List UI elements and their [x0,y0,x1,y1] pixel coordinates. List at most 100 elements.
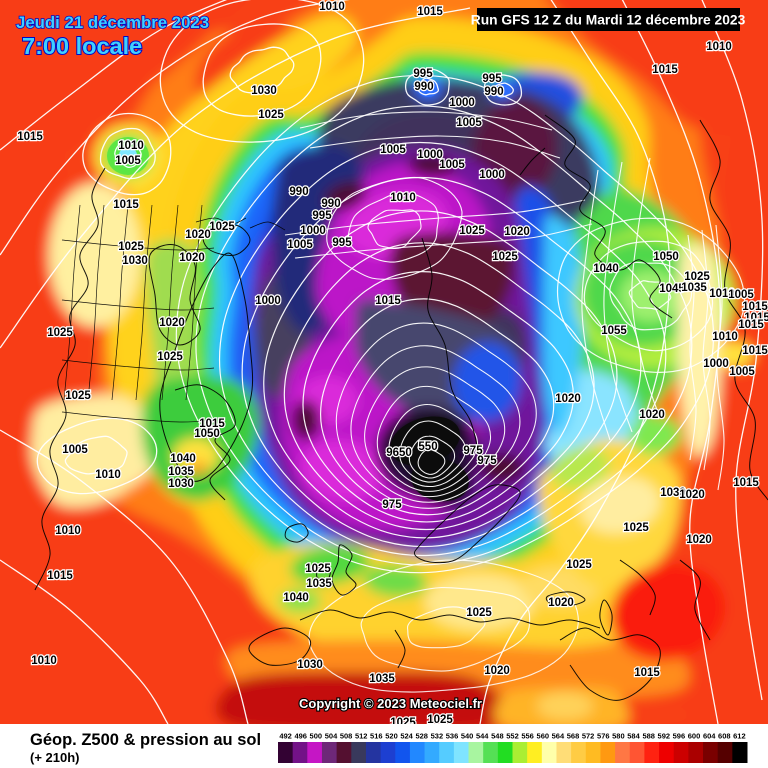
svg-text:544: 544 [476,732,489,741]
svg-text:592: 592 [658,732,671,741]
svg-text:584: 584 [627,732,640,741]
svg-text:1010: 1010 [712,331,738,343]
svg-text:552: 552 [506,732,519,741]
svg-text:1005: 1005 [115,155,141,167]
svg-text:548: 548 [491,732,504,741]
svg-text:1025: 1025 [47,327,73,339]
svg-text:1005: 1005 [62,444,88,456]
svg-text:1010: 1010 [55,525,81,537]
svg-text:1025: 1025 [209,221,235,233]
svg-text:990: 990 [321,198,340,210]
svg-text:1030: 1030 [660,487,686,499]
svg-text:612: 612 [733,732,746,741]
svg-text:1000: 1000 [255,295,281,307]
svg-text:532: 532 [431,732,444,741]
svg-text:1010: 1010 [31,655,57,667]
svg-text:1020: 1020 [686,534,712,546]
svg-text:1000: 1000 [449,97,475,109]
svg-text:588: 588 [642,732,655,741]
svg-text:1000: 1000 [300,225,326,237]
svg-text:1010: 1010 [706,41,732,53]
svg-text:1020: 1020 [179,252,205,264]
svg-text:1010: 1010 [709,288,735,300]
svg-text:1020: 1020 [639,409,665,421]
svg-text:504: 504 [325,732,338,741]
svg-text:556: 556 [521,732,534,741]
svg-text:550: 550 [418,441,437,453]
svg-text:1025: 1025 [459,225,485,237]
svg-text:1030: 1030 [122,255,148,267]
svg-text:990: 990 [484,86,503,98]
svg-text:1010: 1010 [390,192,416,204]
svg-text:1015: 1015 [738,319,764,331]
svg-text:1040: 1040 [283,592,309,604]
svg-text:1015: 1015 [733,477,759,489]
svg-text:Run GFS 12 Z du Mardi 12 décem: Run GFS 12 Z du Mardi 12 décembre 2023 [471,13,746,28]
svg-text:1020: 1020 [159,317,185,329]
svg-text:995: 995 [312,210,332,222]
svg-text:1005: 1005 [456,117,482,129]
svg-text:1020: 1020 [504,226,530,238]
svg-text:1025: 1025 [566,559,592,571]
svg-text:1015: 1015 [375,295,401,307]
svg-text:1000: 1000 [417,149,443,161]
svg-text:1040: 1040 [593,263,619,275]
svg-text:1035: 1035 [369,673,395,685]
svg-text:995: 995 [332,237,352,249]
svg-text:1055: 1055 [601,325,627,337]
svg-text:995: 995 [413,68,433,80]
svg-text:1025: 1025 [623,522,649,534]
svg-text:1000: 1000 [703,358,729,370]
svg-text:1015: 1015 [742,301,768,313]
svg-text:1040: 1040 [170,453,196,465]
svg-text:975: 975 [382,499,402,511]
svg-text:1005: 1005 [729,366,755,378]
svg-text:1025: 1025 [157,351,183,363]
svg-text:1025: 1025 [305,563,331,575]
svg-text:7:00 locale: 7:00 locale [22,33,142,59]
svg-text:1035: 1035 [681,282,707,294]
svg-text:564: 564 [552,732,565,741]
svg-text:1030: 1030 [297,659,323,671]
svg-text:1010: 1010 [319,1,345,13]
svg-text:1025: 1025 [65,390,91,402]
svg-text:568: 568 [567,732,580,741]
svg-text:975: 975 [477,455,497,467]
svg-text:1015: 1015 [742,345,768,357]
svg-text:1010: 1010 [118,140,144,152]
svg-text:1005: 1005 [380,144,406,156]
svg-text:572: 572 [582,732,595,741]
svg-text:1015: 1015 [744,312,768,324]
svg-text:1005: 1005 [287,239,313,251]
svg-text:512: 512 [355,732,368,741]
svg-text:1015: 1015 [113,199,139,211]
svg-text:560: 560 [537,732,550,741]
svg-text:(+ 210h): (+ 210h) [30,750,80,765]
svg-text:1020: 1020 [548,597,574,609]
svg-text:540: 540 [461,732,474,741]
svg-text:1045: 1045 [659,283,685,295]
svg-text:1015: 1015 [199,418,225,430]
svg-text:1015: 1015 [417,6,443,18]
svg-text:1030: 1030 [251,85,277,97]
svg-text:1035: 1035 [168,466,194,478]
svg-text:1025: 1025 [390,717,416,729]
svg-text:1020: 1020 [679,489,705,501]
svg-text:536: 536 [446,732,459,741]
svg-text:500: 500 [310,732,323,741]
svg-text:596: 596 [673,732,686,741]
svg-text:990: 990 [289,186,308,198]
svg-text:1030: 1030 [168,478,194,490]
svg-text:528: 528 [415,732,428,741]
svg-text:1020: 1020 [185,229,211,241]
svg-text:1015: 1015 [634,667,660,679]
svg-text:608: 608 [718,732,731,741]
svg-text:1025: 1025 [427,714,453,726]
svg-text:1015: 1015 [47,570,73,582]
svg-text:1025: 1025 [684,271,710,283]
svg-text:995: 995 [482,73,502,85]
svg-text:604: 604 [703,732,716,741]
svg-text:1015: 1015 [652,64,678,76]
svg-text:Géop. Z500 & pression au sol: Géop. Z500 & pression au sol [30,731,261,749]
svg-text:1050: 1050 [194,428,220,440]
